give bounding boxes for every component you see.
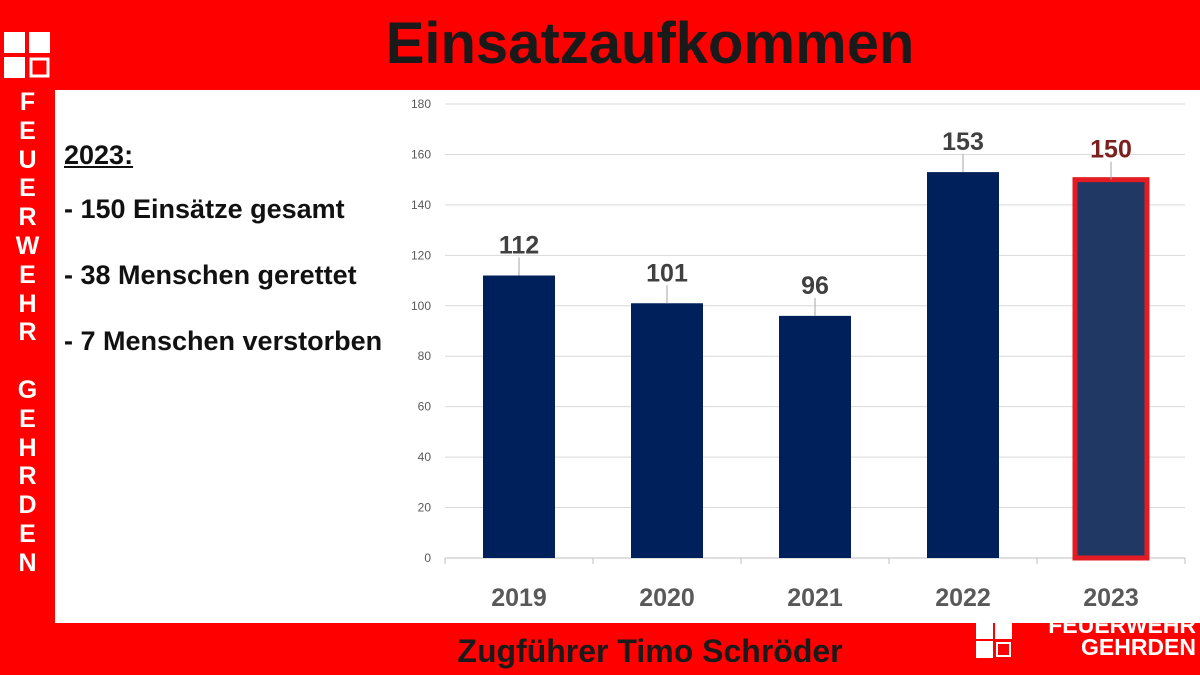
vertical-letter: R — [18, 203, 37, 232]
footer-logo-line2: GEHRDEN — [1080, 634, 1196, 660]
y-tick-label: 20 — [418, 501, 432, 515]
vertical-letter: R — [18, 462, 37, 491]
x-category-label: 2019 — [491, 584, 547, 612]
x-category-label: 2023 — [1083, 584, 1139, 612]
vertical-letter: H — [18, 289, 37, 318]
page-title: Einsatzaufkommen — [385, 11, 915, 76]
vertical-letter: U — [18, 145, 37, 174]
vertical-letter: D — [18, 491, 37, 520]
y-tick-label: 60 — [418, 400, 432, 414]
vertical-letter: F — [19, 88, 36, 116]
stats-item: - 7 Menschen verstorben — [64, 326, 383, 356]
footer-logo-line1: FEUERWEHR — [1048, 612, 1196, 638]
x-category-label: 2022 — [935, 584, 991, 612]
y-tick-label: 40 — [418, 450, 432, 464]
x-category-label: 2021 — [787, 584, 843, 612]
vertical-letter: E — [19, 174, 36, 203]
footer-logo-icon — [976, 622, 1012, 658]
stats-list: - 150 Einsätze gesamt - 38 Menschen gere… — [64, 193, 424, 357]
data-label: 101 — [646, 259, 688, 287]
y-tick-label: 120 — [411, 248, 431, 262]
y-tick-label: 100 — [411, 299, 431, 313]
bar-2020 — [631, 303, 703, 558]
bar-2022 — [927, 172, 999, 558]
data-label: 112 — [499, 232, 539, 260]
bar-2019 — [483, 275, 555, 558]
vertical-letter: G — [17, 375, 38, 404]
bar-2023 — [1072, 177, 1150, 561]
stats-item: - 38 Menschen gerettet — [64, 260, 357, 290]
data-label: 150 — [1090, 136, 1132, 164]
bar-chart: 0 20 40 60 80 100 120 140 160 180 112 2019 101 2020 96… — [411, 97, 1186, 612]
stats-item: - 150 Einsätze gesamt — [64, 194, 345, 224]
vertical-letter: E — [19, 116, 36, 145]
data-label: 96 — [801, 272, 829, 300]
y-tick-label: 160 — [411, 147, 431, 161]
y-tick-label: 180 — [411, 97, 431, 111]
bar-2021 — [779, 315, 851, 558]
vertical-letter: R — [18, 318, 37, 347]
y-tick-label: 0 — [424, 551, 431, 565]
vertical-letter — [0, 347, 55, 376]
vertical-letter: E — [19, 260, 36, 289]
vertical-letter: E — [19, 404, 36, 433]
stats-heading: 2023: — [64, 140, 134, 170]
vertical-letter: E — [19, 519, 36, 548]
fire-department-logo-icon — [4, 32, 50, 78]
data-label: 153 — [942, 128, 984, 156]
y-tick-label: 140 — [411, 198, 431, 212]
content-panel: 2023: - 150 Einsätze gesamt - 38 Mensche… — [55, 90, 1200, 623]
y-tick-label: 80 — [418, 349, 432, 363]
vertical-letter: N — [18, 548, 37, 577]
footer-text: Zugführer Timo Schröder — [457, 633, 843, 669]
vertical-letter: H — [18, 433, 37, 462]
stats-block: 2023: - 150 Einsätze gesamt - 38 Mensche… — [64, 140, 424, 391]
footer-logo-text: FEUERWEHR GEHRDEN — [1010, 612, 1196, 660]
vertical-letter: W — [15, 231, 40, 260]
x-category-label: 2020 — [639, 584, 695, 612]
